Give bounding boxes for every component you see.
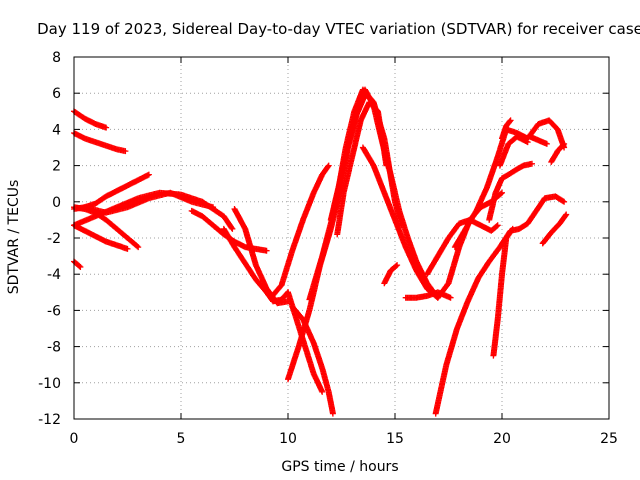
series-arc-28 xyxy=(499,117,514,142)
data-point xyxy=(210,204,217,211)
series-arc-11 xyxy=(231,206,291,307)
x-tick-label: 5 xyxy=(177,431,186,447)
data-point xyxy=(393,262,400,269)
data-point xyxy=(103,124,110,131)
y-tick-label: -10 xyxy=(38,376,61,392)
data-point xyxy=(561,140,568,147)
series-arc-19 xyxy=(359,144,505,301)
y-tick-label: -6 xyxy=(47,303,61,319)
data-point xyxy=(124,245,131,252)
data-point xyxy=(228,224,235,231)
series-arc-18 xyxy=(327,86,441,301)
data-point xyxy=(509,227,515,233)
y-tick-label: 4 xyxy=(52,122,61,138)
x-tick-label: 25 xyxy=(600,431,618,447)
series-arc-31 xyxy=(548,140,568,165)
y-tick-label: 0 xyxy=(52,195,61,211)
series-arc-25 xyxy=(486,160,535,223)
series-arc-12 xyxy=(267,162,332,301)
x-tick-label: 10 xyxy=(279,431,297,447)
y-tick-label: 6 xyxy=(52,86,61,102)
series-arc-21 xyxy=(402,289,454,301)
data-point xyxy=(325,162,332,169)
data-point xyxy=(447,294,454,301)
data-point xyxy=(506,118,513,125)
data-point xyxy=(145,171,152,178)
series-arc-26 xyxy=(490,225,516,359)
series-arc-27 xyxy=(496,133,531,169)
series-arc-5 xyxy=(71,222,131,252)
data-point xyxy=(560,198,566,205)
data-point xyxy=(329,410,336,417)
data-point xyxy=(77,264,84,270)
series-arc-13 xyxy=(285,289,326,395)
grid-lines xyxy=(74,57,609,419)
series-arc-23 xyxy=(432,193,568,417)
data-point xyxy=(543,140,550,147)
y-tick-label: 2 xyxy=(52,159,61,175)
data-points xyxy=(71,86,570,417)
series-arc-2 xyxy=(71,130,129,155)
data-point xyxy=(563,211,570,218)
x-tick-label: 20 xyxy=(493,431,511,447)
axis-ticks: 0 5 10 15 20 25 -12 -10 -8 -6 -4 -2 0 2 4 6 8 xyxy=(38,50,618,447)
series-arc-9 xyxy=(188,207,270,254)
series-arc-22 xyxy=(424,216,501,278)
data-point xyxy=(135,244,142,251)
data-point xyxy=(561,198,568,205)
x-tick-label: 0 xyxy=(70,431,79,447)
data-point xyxy=(498,190,504,197)
y-tick-label: -4 xyxy=(47,267,61,283)
x-tick-label: 15 xyxy=(386,431,404,447)
data-point xyxy=(509,225,516,232)
data-point xyxy=(560,141,567,148)
data-point xyxy=(493,223,500,230)
y-axis-label: SDTVAR / TECUs xyxy=(6,180,22,295)
series-arc-14 xyxy=(289,303,336,417)
data-point xyxy=(562,212,569,219)
series-arc-1 xyxy=(71,108,110,131)
data-point xyxy=(319,388,326,395)
data-point xyxy=(529,160,535,167)
data-point xyxy=(263,247,270,254)
y-tick-label: -8 xyxy=(47,340,61,356)
y-tick-label: -2 xyxy=(47,231,61,247)
series-arc-20 xyxy=(381,262,401,287)
series-arc-8 xyxy=(81,189,217,216)
series-arc-29 xyxy=(526,133,550,147)
chart-title: Day 119 of 2023, Sidereal Day-to-day VTE… xyxy=(37,20,640,38)
series-arc-30 xyxy=(539,211,570,247)
data-point xyxy=(229,225,236,232)
data-point xyxy=(494,222,501,229)
data-point xyxy=(507,117,514,124)
y-tick-label: 8 xyxy=(52,50,61,66)
x-axis-label: GPS time / hours xyxy=(281,459,398,475)
series-arc-3 xyxy=(71,258,84,270)
data-point xyxy=(324,163,331,170)
data-point xyxy=(524,139,531,146)
data-point xyxy=(122,148,129,155)
data-point xyxy=(394,262,401,269)
data-point xyxy=(76,263,83,270)
data-point xyxy=(499,189,505,196)
data-point xyxy=(134,243,141,250)
y-tick-label: -12 xyxy=(38,412,61,428)
